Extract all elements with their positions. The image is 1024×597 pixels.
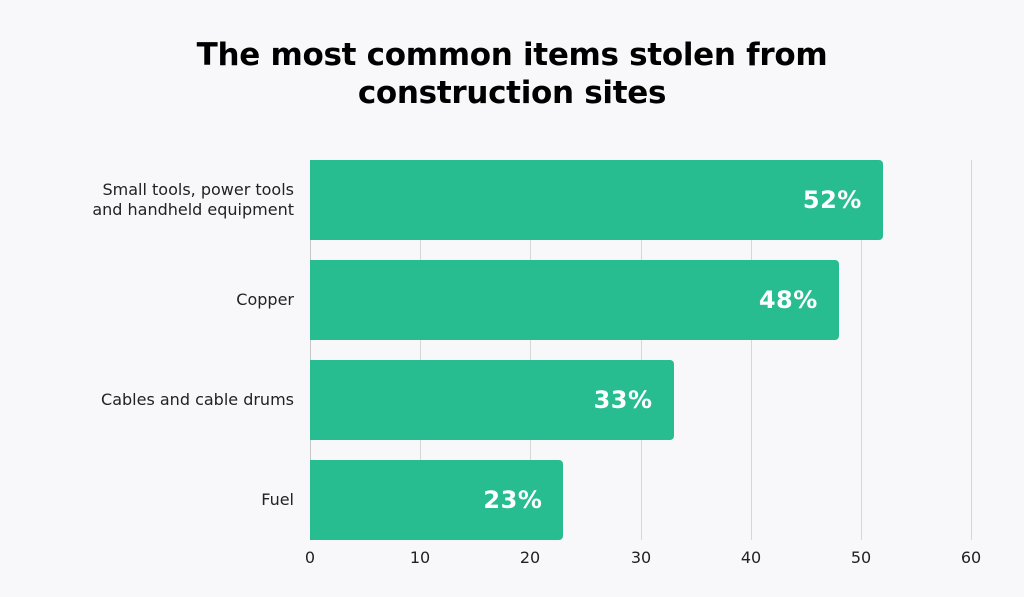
gridline	[641, 160, 642, 540]
bar-value-label: 48%	[758, 286, 818, 314]
category-label-line: and handheld equipment	[92, 200, 294, 219]
bar: 52%	[310, 160, 883, 240]
gridline	[420, 160, 421, 540]
x-tick-label: 10	[409, 548, 431, 567]
category-label-line: Fuel	[261, 490, 294, 509]
category-label-line: Copper	[236, 290, 294, 309]
bar: 48%	[310, 260, 839, 340]
y-axis-line	[310, 160, 311, 540]
category-label: Small tools, power tools and handheld eq…	[14, 160, 294, 240]
plot-area: 52% 48% 33% 23%	[310, 160, 972, 540]
x-tick-label: 0	[304, 548, 316, 567]
category-label: Copper	[14, 260, 294, 340]
x-tick-label: 60	[960, 548, 982, 567]
chart-title-line-1: The most common items stolen from	[196, 37, 828, 73]
bar-value-label: 23%	[483, 486, 543, 514]
bar-value-label: 52%	[802, 186, 862, 214]
gridline	[751, 160, 752, 540]
bar: 33%	[310, 360, 674, 440]
bar-value-label: 33%	[593, 386, 653, 414]
gridline	[530, 160, 531, 540]
category-label: Cables and cable drums	[14, 360, 294, 440]
x-tick-label: 30	[630, 548, 652, 567]
x-tick-label: 40	[740, 548, 762, 567]
gridline	[861, 160, 862, 540]
x-tick-label: 50	[850, 548, 872, 567]
bar: 23%	[310, 460, 564, 540]
category-label-line: Cables and cable drums	[101, 390, 294, 409]
chart-title: The most common items stolen from constr…	[0, 36, 1024, 112]
gridline	[971, 160, 972, 540]
category-label: Fuel	[14, 460, 294, 540]
category-label-line: Small tools, power tools	[102, 180, 295, 199]
chart-title-line-2: construction sites	[357, 75, 667, 111]
x-tick-label: 20	[519, 548, 541, 567]
